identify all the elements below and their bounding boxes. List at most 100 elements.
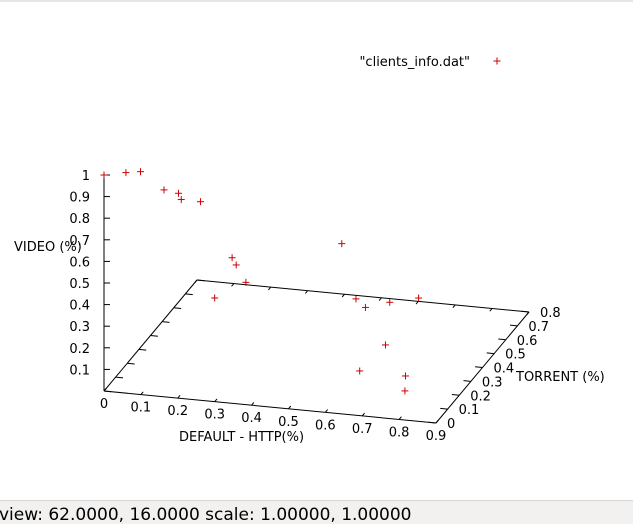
data-point (401, 372, 409, 380)
data-point (100, 171, 108, 179)
data-point (160, 186, 168, 194)
data-point (175, 189, 183, 197)
data-point (228, 254, 236, 262)
y-tick-left-7 (185, 293, 193, 296)
x-tick-label: 0.7 (352, 422, 373, 437)
data-point (386, 298, 394, 306)
y-tick-8 (521, 310, 530, 313)
y-axis: 00.10.20.30.40.50.60.70.8 (103, 279, 561, 432)
data-point (415, 294, 423, 302)
x-tick-back-5 (378, 297, 382, 301)
z-tick-label: 0.6 (69, 255, 90, 270)
x-tick-4 (251, 402, 255, 406)
x-tick-label: 0 (100, 397, 108, 412)
data-point (356, 367, 364, 375)
x-axis-label: DEFAULT - HTTP(%) (179, 430, 304, 445)
scatter-3d-plot[interactable]: 0 0.1 0.2 0.3 0.4 0.5 0.6 0.7 0.8 0.9 00.10.20.30… (0, 0, 633, 500)
data-point (352, 295, 360, 303)
data-point (338, 240, 346, 248)
x-tick-back-6 (415, 301, 419, 305)
x-tick-back-1 (231, 283, 235, 287)
y-tick-label: 0.5 (505, 348, 526, 363)
y-tick-label: 0.2 (470, 389, 491, 404)
x-tick-back-0 (194, 279, 198, 284)
x-tick-6 (324, 409, 329, 413)
z-tick-label: 0.8 (69, 212, 90, 227)
y-tick-0 (428, 421, 437, 424)
y-tick-left-6 (173, 307, 182, 309)
x-axis: 0 0.1 0.2 0.3 0.4 0.5 0.6 0.7 0.8 0.9 (100, 279, 530, 444)
y-tick-left-0 (103, 390, 112, 393)
z-tick-label: 0.4 (69, 299, 90, 314)
base-edge-front (103, 390, 437, 424)
x-tick-back-4 (341, 293, 345, 298)
data-point (136, 168, 144, 176)
x-tick-8 (398, 416, 402, 420)
z-tick-label: 0.7 (69, 234, 90, 249)
base-frame (103, 175, 530, 424)
data-point (361, 303, 369, 311)
x-tick-5 (288, 405, 292, 410)
legend-marker (493, 57, 501, 65)
data-point (122, 169, 130, 177)
x-tick-label: 0.1 (131, 401, 152, 416)
x-tick-2 (177, 395, 181, 399)
data-point (242, 278, 250, 286)
data-point (177, 196, 185, 204)
y-tick-left-1 (115, 376, 124, 379)
x-tick-back-2 (268, 286, 272, 291)
x-tick-label: 0.2 (167, 404, 188, 419)
y-tick-label: 0.4 (494, 362, 515, 377)
y-tick-6 (498, 338, 506, 341)
y-tick-1 (440, 407, 448, 410)
x-tick-label: 0.6 (315, 418, 336, 433)
y-tick-left-3 (138, 348, 147, 351)
y-axis-label: TORRENT (%) (515, 370, 605, 385)
x-tick-3 (214, 398, 218, 402)
z-tick-label: 0.3 (69, 320, 90, 335)
y-tick-label: 0.8 (540, 306, 561, 321)
x-tick-9 (435, 419, 439, 424)
base-edge-back (196, 279, 530, 313)
data-points (100, 168, 423, 395)
z-tick-label: 1 (82, 169, 90, 184)
x-tick-7 (361, 412, 365, 417)
data-point (381, 341, 389, 349)
legend-plus-marker (493, 57, 501, 65)
y-tick-left-5 (162, 321, 170, 323)
y-tick-label: 0.1 (459, 403, 480, 418)
y-tick-7 (509, 324, 518, 327)
y-tick-2 (451, 394, 460, 396)
x-tick-label: 0.5 (278, 415, 299, 430)
x-tick-back-8 (489, 308, 493, 312)
z-tick-label: 0.1 (69, 363, 90, 378)
z-axis: 0.1 0.2 0.3 0.4 0.5 0.6 0.7 0.8 0.9 1 (69, 169, 110, 378)
y-tick-5 (486, 352, 495, 355)
x-tick-label: 0.3 (204, 408, 225, 423)
z-tick-label: 0.2 (69, 342, 90, 357)
window-top-divider (0, 0, 633, 2)
status-bar: view: 62.0000, 16.0000 scale: 1.00000, 1… (0, 500, 633, 524)
data-point (232, 261, 240, 269)
x-tick-1 (140, 391, 144, 395)
x-tick-back-3 (304, 290, 309, 294)
x-tick-label: 0.4 (241, 411, 262, 426)
z-axis-label: VIDEO (%) (14, 240, 82, 255)
y-tick-label: 0.3 (482, 375, 503, 390)
y-tick-left-4 (150, 335, 158, 337)
data-point (211, 294, 219, 302)
z-tick-label: 0.9 (69, 191, 90, 206)
x-tick-label: 0.9 (426, 429, 447, 444)
x-tick-back-7 (452, 304, 456, 308)
status-bar-text: view: 62.0000, 16.0000 scale: 1.00000, 1… (0, 505, 412, 524)
x-tick-label: 0.8 (389, 425, 410, 440)
data-point (401, 387, 409, 395)
y-tick-label: 0 (447, 417, 455, 432)
z-tick-label: 0.5 (69, 277, 90, 292)
y-tick-label: 0.6 (517, 334, 538, 349)
y-tick-4 (475, 366, 483, 368)
legend-label: "clients_info.dat" (359, 55, 470, 70)
legend: "clients_info.dat" (359, 55, 501, 70)
y-tick-left-8 (196, 279, 205, 282)
y-tick-left-2 (127, 362, 135, 365)
